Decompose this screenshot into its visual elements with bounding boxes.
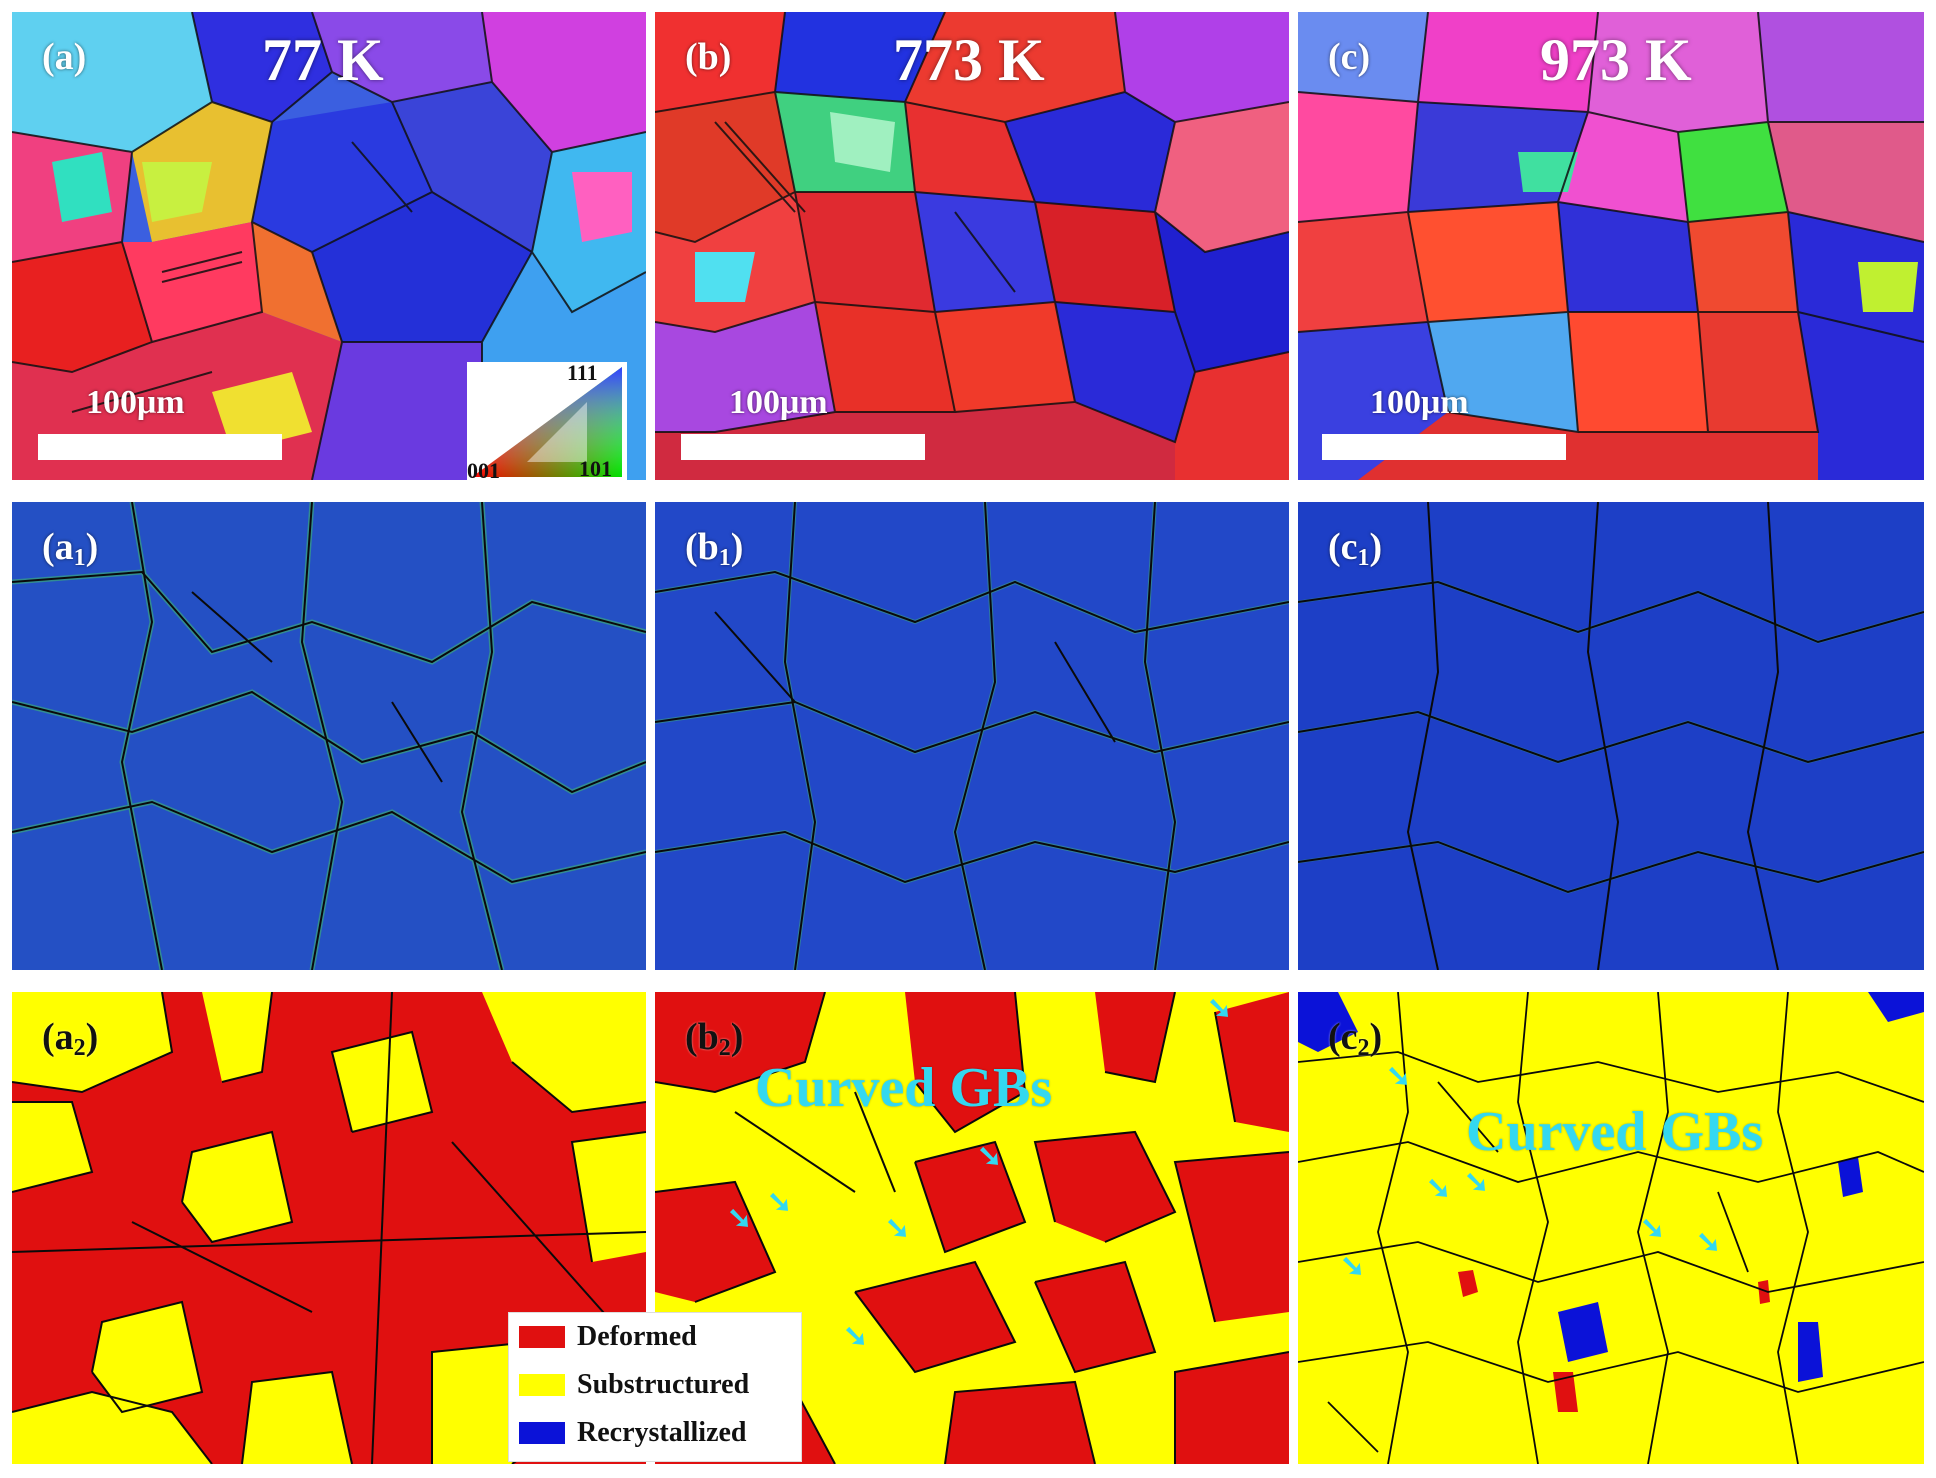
temperature-label-773k: 773 K [893, 27, 1045, 93]
legend-label-deformed: Deformed [577, 1321, 697, 1352]
panel-label-c: (c) [1328, 36, 1371, 78]
legend-item-substructured: Substructured [519, 1367, 749, 1403]
kam-map-773k: (b1) [655, 502, 1289, 970]
arrow-icon: ➘ [843, 1320, 869, 1353]
arrow-icon: ➘ [1340, 1250, 1366, 1283]
panel-label-c1: (c1) [1328, 526, 1383, 571]
panel-label-c2: (c2) [1328, 1016, 1383, 1061]
curved-gbs-annotation: Curved GBs [755, 1057, 1053, 1119]
kam-map-973k: (c1) [1298, 502, 1924, 970]
arrow-icon: ➘ [1464, 1166, 1490, 1199]
kam-map-77k: (a1) 0 5 [12, 502, 646, 970]
legend-label-substructured: Substructured [577, 1369, 750, 1400]
arrow-icon: ➘ [727, 1202, 753, 1235]
legend-item-recrystallized: Recrystallized [519, 1415, 747, 1451]
ipf-map-77k-image [12, 12, 646, 480]
legend-swatch-deformed [519, 1326, 565, 1348]
ipf-color-key: 111 001 101 [467, 362, 627, 480]
temperature-label-973k: 973 K [1540, 27, 1692, 93]
legend-label-recrystallized: Recrystallized [577, 1417, 747, 1448]
scale-bar-label: 100μm [86, 384, 185, 421]
legend-item-deformed: Deformed [519, 1319, 697, 1355]
panel-label-a2: (a2) [42, 1016, 99, 1061]
curved-gbs-annotation: Curved GBs [1466, 1101, 1764, 1163]
ipf-map-973k: (c) 973 K 100μm [1298, 12, 1924, 480]
scale-bar [681, 434, 925, 460]
arrow-icon: ➘ [1640, 1212, 1666, 1245]
ipf-label-101: 101 [579, 456, 612, 480]
kam-map-773k-image [655, 502, 1289, 970]
scale-bar-label: 100μm [1370, 384, 1469, 421]
ipf-map-773k-image [655, 12, 1289, 480]
arrow-icon: ➘ [1207, 992, 1233, 1025]
scale-bar-label: 100μm [729, 384, 828, 421]
panel-label-b1: (b1) [685, 526, 744, 571]
panel-label-a1: (a1) [42, 526, 99, 571]
kam-map-77k-image [12, 502, 646, 970]
grain-map-973k: (c2) Curved GBs ➘ ➘ ➘ ➘ ➘ ➘ [1298, 992, 1924, 1464]
grain-map-973k-image [1298, 992, 1924, 1464]
ipf-label-111: 111 [567, 360, 598, 385]
arrow-icon: ➘ [1386, 1060, 1412, 1093]
ipf-label-001: 001 [467, 458, 500, 481]
arrow-icon: ➘ [885, 1212, 911, 1245]
arrow-icon: ➘ [1696, 1226, 1722, 1259]
grain-type-legend: Deformed Substructured Recrystallized [508, 1312, 802, 1462]
arrow-icon: ➘ [767, 1186, 793, 1219]
ipf-map-973k-image [1298, 12, 1924, 480]
arrow-icon: ➘ [1426, 1172, 1452, 1205]
scale-bar [38, 434, 282, 460]
scale-bar [1322, 434, 1566, 460]
ipf-map-77k: (a) 77 K 100μm 111 001 101 [12, 12, 646, 480]
temperature-label-77k: 77 K [262, 27, 384, 93]
ipf-map-773k: (b) 773 K 100μm [655, 12, 1289, 480]
panel-label-a: (a) [42, 36, 87, 78]
ipf-triangle-icon [467, 362, 627, 480]
legend-swatch-substructured [519, 1374, 565, 1396]
arrow-icon: ➘ [977, 1140, 1003, 1173]
legend-swatch-recrystallized [519, 1422, 565, 1444]
panel-label-b: (b) [685, 36, 732, 78]
panel-label-b2: (b2) [685, 1016, 744, 1061]
kam-map-973k-image [1298, 502, 1924, 970]
